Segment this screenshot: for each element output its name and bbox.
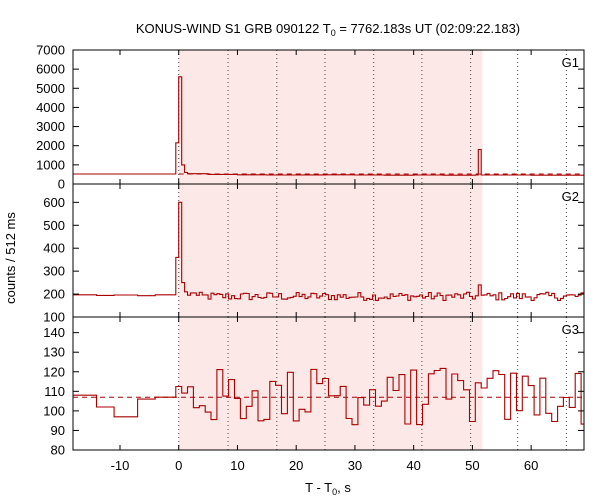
y-axis-label: counts / 512 ms (3, 212, 18, 304)
x-tick-label: 30 (348, 458, 362, 473)
panels-group: 01000200030004000500060007000G1100200300… (36, 43, 585, 473)
y-tick-label: 140 (43, 325, 65, 340)
panel-g2: 100 200 300 400 500 600 G2 (43, 183, 585, 325)
y-tick-label: 120 (43, 364, 65, 379)
y-tick-label: 6000 (36, 62, 65, 77)
y-tick-label: 130 (43, 345, 65, 360)
y-tick-label: 100 (43, 310, 65, 325)
x-tick-label: 10 (230, 458, 244, 473)
shaded-interval (178, 317, 483, 450)
y-tick-label: 5000 (36, 81, 65, 96)
y-tick-label: 7000 (36, 43, 65, 58)
series-line-g1 (73, 76, 584, 176)
x-tick-label: -10 (111, 458, 130, 473)
shaded-interval (178, 184, 483, 317)
chart-title: KONUS-WIND S1 GRB 090122 T0 = 7762.183s … (136, 21, 520, 38)
y-tick-label: 200 (43, 287, 65, 302)
y-tick-label: 90 (51, 423, 65, 438)
y-tick-label: 2000 (36, 138, 65, 153)
y-tick-label: 110 (44, 384, 65, 399)
xlabel-sub: 0 (332, 487, 337, 497)
x-axis-label: T - T0, s (305, 480, 351, 497)
series-line-g3 (73, 367, 584, 426)
panel-frame (72, 316, 585, 451)
title-sub: 0 (331, 28, 336, 38)
y-tick-label: 500 (43, 218, 65, 233)
y-tick-label: 100 (43, 403, 65, 418)
title-main: KONUS-WIND S1 GRB 090122 T (136, 21, 331, 36)
y-tick-label: 3000 (36, 119, 65, 134)
panel-g3: 80 90 100 110 120 130 140 G3 (43, 316, 585, 458)
x-tick-label: 60 (524, 458, 538, 473)
xlabel-rest: , s (337, 480, 351, 495)
xlabel-main: T - T (305, 480, 332, 495)
y-tick-label: 600 (43, 195, 65, 210)
y-tick-label: 80 (51, 443, 65, 458)
y-tick-label: 4000 (36, 100, 65, 115)
y-tick-label: 0 (58, 177, 65, 192)
panel-g1: 0 1000 2000 3000 4000 5000 6000 7000 G1 (36, 43, 585, 192)
panel-label-g2: G2 (562, 189, 579, 204)
x-tick-label: 40 (406, 458, 420, 473)
panel-label-g3: G3 (562, 322, 579, 337)
panel-label-g1: G1 (562, 55, 579, 70)
shaded-interval (178, 50, 483, 184)
title-rest: = 7762.183s UT (02:09:22.183) (336, 21, 520, 36)
y-tick-label: 1000 (36, 157, 65, 172)
x-tick-label: 20 (289, 458, 303, 473)
y-tick-label: 300 (43, 264, 65, 279)
x-tick-label: 0 (175, 458, 182, 473)
x-tick-label: 50 (465, 458, 479, 473)
series-line-g2 (73, 201, 584, 301)
y-tick-label: 400 (43, 241, 65, 256)
